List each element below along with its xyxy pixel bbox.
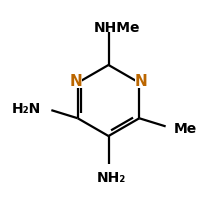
Text: NH₂: NH₂ bbox=[97, 170, 126, 184]
Text: N: N bbox=[135, 74, 148, 89]
Text: NHMe: NHMe bbox=[93, 21, 140, 35]
Text: H₂N: H₂N bbox=[12, 102, 41, 116]
Text: N: N bbox=[69, 74, 82, 89]
Text: Me: Me bbox=[174, 122, 197, 136]
